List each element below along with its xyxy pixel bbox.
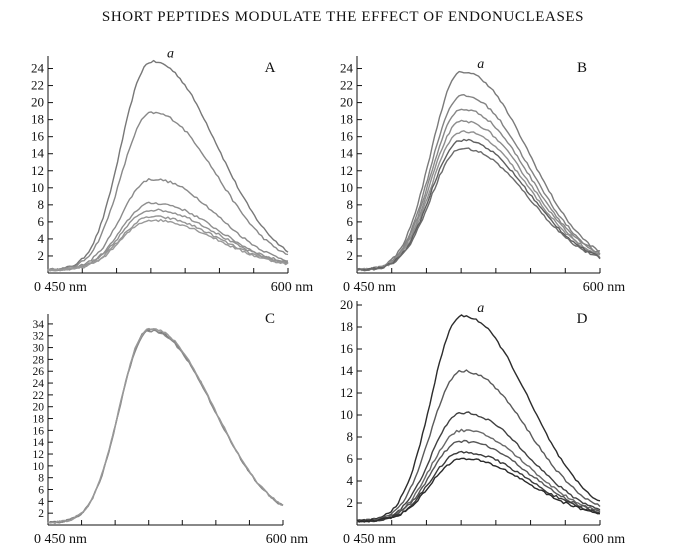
panel-b-label: B (577, 60, 587, 76)
panel-a-series-4 (47, 201, 289, 271)
panel-a-series-6 (47, 215, 289, 272)
panel-c-series-2 (47, 329, 284, 524)
panel-d-y-tick-label: 6 (347, 451, 354, 466)
panel-d-series-3 (356, 411, 601, 522)
panel-b-y-tick-label: 8 (347, 197, 354, 212)
panel-c-y-tick-label: 18 (33, 414, 45, 426)
panel-a-series-5 (47, 208, 289, 272)
panel-c-y-tick-label: 16 (33, 425, 45, 437)
panel-c-y-tick-label: 10 (33, 461, 45, 473)
panel-c-series-3 (47, 327, 284, 525)
panel-c-y-tick-label: 30 (33, 343, 45, 355)
panel-d-y-tick-label: 10 (340, 407, 353, 422)
panel-a-y-tick-label: 2 (38, 248, 45, 263)
panel-c-y-tick-label: 24 (33, 378, 45, 390)
panel-b-y-tick-label: 2 (347, 248, 354, 263)
panel-c-x-label-right: 600 nm (266, 532, 309, 547)
panel-a-y-tick-label: 10 (31, 180, 44, 195)
panel-c-y-tick-label: 20 (33, 402, 45, 414)
panel-a-y-tick-label: 18 (31, 112, 44, 127)
panel-b-y-tick-label: 20 (340, 95, 353, 110)
panel-b-y-tick-label: 22 (340, 78, 353, 93)
panel-b-y-tick-label: 4 (347, 231, 354, 246)
panel-b-y-tick-label: 14 (340, 146, 354, 161)
panel-b-y-tick-label: 24 (340, 61, 354, 76)
panel-a-y-tick-label: 14 (31, 146, 45, 161)
panel-d-series-2 (356, 369, 601, 523)
panel-c-y-tick-label: 26 (33, 366, 45, 378)
panel-d-y-tick-label: 18 (340, 319, 353, 334)
panel-b-y-tick-label: 18 (340, 112, 353, 127)
panel-d-y-tick-label: 12 (340, 385, 353, 400)
panel-b-y-tick-label: 16 (340, 129, 354, 144)
panel-b-series-3 (356, 108, 601, 271)
panel-c-y-tick-label: 12 (33, 449, 45, 461)
panel-c-y-tick-label: 8 (38, 473, 44, 485)
panel-a-series-1 (47, 59, 289, 272)
panel-a-y-tick-label: 4 (38, 231, 45, 246)
panel-a-y-tick-label: 6 (38, 214, 45, 229)
panel-b-series-7 (356, 147, 601, 272)
panel-b-series-2 (356, 94, 601, 271)
panel-d-series-6 (356, 450, 601, 523)
panel-c-label: C (265, 311, 275, 327)
panel-a-series-3 (47, 178, 289, 272)
panel-d-series-4 (356, 428, 601, 523)
panel-a-series-2 (47, 111, 289, 272)
panel-c-x-label-left: 0 450 nm (34, 532, 87, 547)
panel-a-series-7 (47, 218, 289, 272)
panel-c-y-tick-label: 6 (38, 485, 44, 497)
panel-a-y-tick-label: 12 (31, 163, 44, 178)
panel-d-y-tick-label: 20 (340, 297, 353, 312)
panel-d-y-tick-label: 8 (347, 429, 354, 444)
panel-d-x-label-left: 0 450 nm (343, 532, 396, 547)
panel-c-y-tick-label: 32 (33, 331, 45, 343)
panel-a-y-tick-label: 8 (38, 197, 45, 212)
panel-b-x-label-left: 0 450 nm (343, 280, 396, 295)
panel-c-y-tick-label: 34 (33, 319, 45, 331)
panel-c-y-tick-label: 22 (33, 390, 45, 402)
panel-b-y-tick-label: 6 (347, 214, 354, 229)
panel-d-label: D (577, 311, 588, 327)
panel-d-series-5 (356, 439, 601, 523)
panel-d-y-tick-label: 4 (347, 473, 354, 488)
panel-a-curve-tag: a (167, 47, 174, 62)
panel-a-x-label-right: 600 nm (271, 280, 314, 295)
panel-d-y-tick-label: 14 (340, 363, 354, 378)
panel-c-y-tick-label: 14 (33, 437, 45, 449)
panel-b-y-tick-label: 10 (340, 180, 353, 195)
panel-a-y-tick-label: 20 (31, 95, 44, 110)
panel-d-x-label-right: 600 nm (583, 532, 626, 547)
panel-a-y-tick-label: 24 (31, 61, 45, 76)
panel-d-series-1 (356, 314, 601, 522)
panel-d-series-7 (356, 457, 600, 523)
panel-d-curve-tag: a (477, 301, 484, 316)
panel-b-series-6 (356, 138, 601, 271)
panel-b-x-label-right: 600 nm (583, 280, 626, 295)
panel-c-y-tick-label: 2 (38, 508, 44, 520)
panel-b-y-tick-label: 12 (340, 163, 353, 178)
page-title: SHORT PEPTIDES MODULATE THE EFFECT OF EN… (101, 9, 585, 25)
panel-c-y-tick-label: 28 (33, 354, 45, 366)
panel-a-y-tick-label: 22 (31, 78, 44, 93)
panel-a-x-label-left: 0 450 nm (34, 280, 87, 295)
panel-c-y-tick-label: 4 (38, 496, 44, 508)
panel-d-y-tick-label: 16 (340, 341, 354, 356)
panel-a-label: A (265, 60, 276, 76)
panel-b-curve-tag: a (477, 57, 484, 72)
panel-a-y-tick-label: 16 (31, 129, 45, 144)
panel-d-y-tick-label: 2 (347, 495, 354, 510)
panel-c-series-1 (47, 328, 284, 525)
panel-b-series-1 (356, 70, 601, 271)
